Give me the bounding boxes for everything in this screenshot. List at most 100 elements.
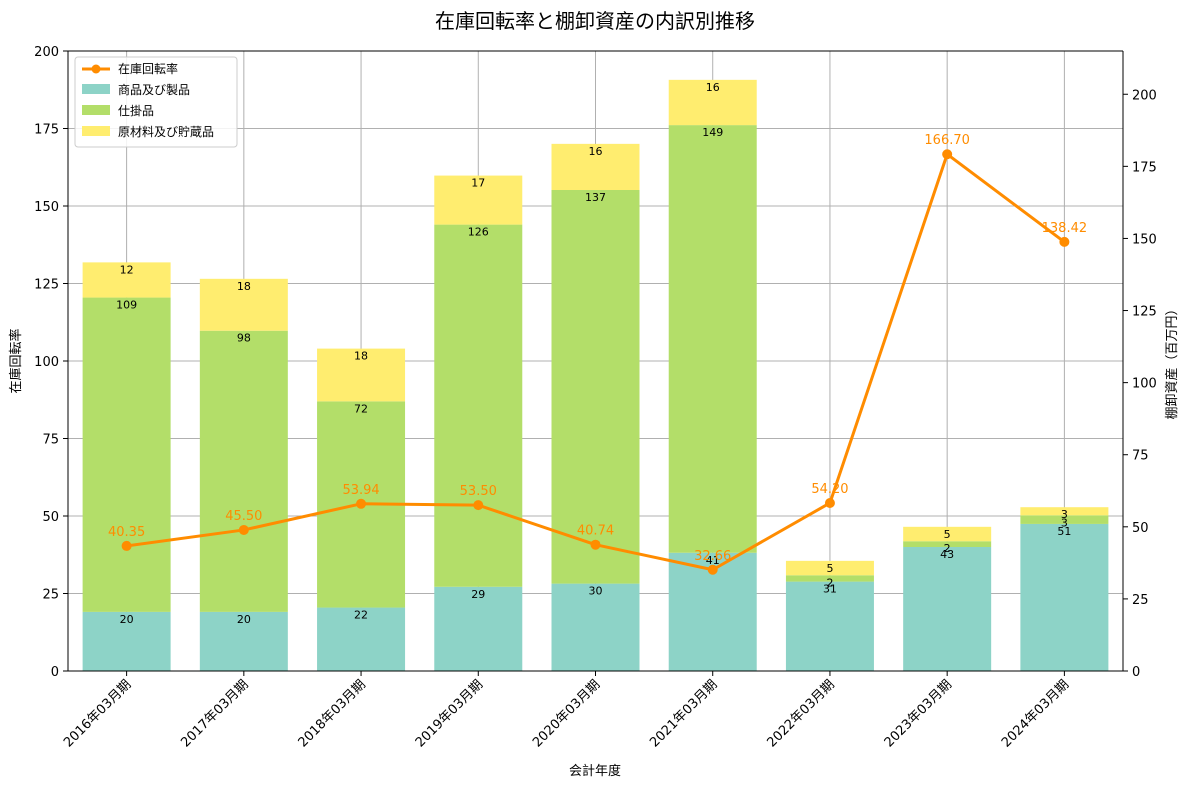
x-tick-label: 2023年03月期 (882, 677, 955, 750)
bar-value-label: 16 (706, 81, 720, 94)
bar-value-label: 149 (702, 126, 723, 139)
turnover-value-label: 32.66 (694, 549, 731, 564)
bar-segment (785, 575, 874, 582)
legend-swatch-wip (82, 105, 110, 115)
bar-segment (668, 79, 757, 126)
y-axis-left-title: 在庫回転率 (8, 328, 24, 393)
chart-title: 在庫回転率と棚卸資産の内訳別推移 (435, 9, 755, 33)
y-right-tick-label: 150 (1132, 232, 1157, 247)
x-tick-label: 2017年03月期 (178, 677, 251, 750)
y-right-tick-label: 100 (1132, 377, 1157, 392)
bar-segment (82, 297, 171, 612)
bar-value-label: 72 (354, 402, 368, 415)
turnover-value-label: 53.94 (342, 483, 379, 498)
bar-value-label: 3 (1061, 516, 1068, 529)
legend-line-marker (91, 64, 101, 74)
y-left-tick-label: 100 (34, 355, 59, 370)
bar-value-label: 29 (471, 588, 485, 601)
y-left-tick-label: 200 (34, 45, 59, 60)
turnover-point (1059, 236, 1070, 247)
turnover-point (707, 564, 718, 575)
bar-value-label: 18 (237, 280, 251, 293)
bar-segment (199, 278, 288, 331)
turnover-point (356, 498, 367, 509)
bar-value-label: 18 (354, 350, 368, 363)
bar-segment (82, 262, 171, 298)
bar-value-label: 43 (940, 548, 954, 561)
bar-segment (317, 348, 406, 402)
bar-value-label: 30 (589, 585, 603, 598)
turnover-value-label: 53.50 (460, 484, 497, 499)
x-tick-label: 2024年03月期 (999, 677, 1072, 750)
y-left-tick-label: 25 (42, 588, 59, 603)
legend-label-line: 在庫回転率 (118, 61, 178, 76)
legend-swatch-products (82, 84, 110, 94)
bar-segment (551, 189, 640, 584)
y-right-tick-label: 75 (1132, 449, 1149, 464)
bar-value-label: 98 (237, 332, 251, 345)
x-tick-label: 2020年03月期 (530, 677, 603, 750)
x-axis-title: 会計年度 (569, 763, 621, 779)
x-tick-label: 2016年03月期 (61, 677, 134, 750)
x-tick-label: 2019年03月期 (413, 677, 486, 750)
x-tick-label: 2021年03月期 (647, 677, 720, 750)
bar-value-label: 17 (471, 177, 485, 190)
legend-label-materials: 原材料及び貯蔵品 (118, 125, 214, 139)
y-left-tick-label: 125 (34, 278, 59, 293)
turnover-value-label: 54.20 (811, 482, 848, 497)
bar-value-label: 2 (944, 542, 951, 555)
bar-segment (82, 611, 171, 671)
bar-value-label: 2 (826, 576, 833, 589)
turnover-point (121, 540, 132, 551)
bar-segment (785, 581, 874, 671)
bar-series-group (82, 79, 1109, 671)
bar-segment (785, 560, 874, 576)
bar-segment (434, 586, 523, 671)
bar-segment (903, 541, 992, 547)
bar-value-label: 109 (116, 299, 137, 312)
bar-segment (434, 175, 523, 225)
y-left-tick-label: 75 (42, 433, 59, 448)
turnover-value-label: 40.74 (577, 524, 614, 539)
turnover-point (473, 500, 484, 511)
y-left-tick-label: 0 (51, 665, 59, 680)
bar-segment (668, 125, 757, 553)
y-right-tick-label: 50 (1132, 521, 1149, 536)
x-tick-label: 2022年03月期 (764, 677, 837, 750)
y-axis-right-title: 棚卸資産（百万円） (1164, 302, 1180, 419)
bar-value-label: 41 (706, 554, 720, 567)
turnover-point (824, 497, 835, 508)
bar-segment (903, 526, 992, 542)
legend-label-wip: 仕掛品 (118, 103, 154, 118)
turnover-value-label: 166.70 (924, 133, 970, 148)
turnover-value-label: 40.35 (108, 525, 145, 540)
bar-segment (317, 607, 406, 671)
legend-box (74, 56, 238, 148)
y-right-tick-label: 175 (1132, 160, 1157, 175)
turnover-point (942, 149, 953, 160)
bar-value-label: 22 (354, 609, 368, 622)
y-right-tick-label: 25 (1132, 593, 1149, 608)
bar-value-label: 137 (585, 191, 606, 204)
x-tick-label: 2018年03月期 (296, 677, 369, 750)
bar-value-label: 12 (120, 263, 134, 276)
y-left-tick-label: 50 (42, 510, 59, 525)
bar-value-label: 31 (823, 583, 837, 596)
legend: 在庫回転率 商品及び製品 仕掛品 原材料及び貯蔵品 (74, 56, 238, 148)
turnover-point (238, 524, 249, 535)
bar-value-label: 5 (826, 562, 833, 575)
bar-value-label: 16 (589, 145, 603, 158)
y-right-tick-label: 0 (1132, 665, 1140, 680)
y-left-tick-label: 175 (34, 123, 59, 138)
bar-segment (551, 583, 640, 671)
bar-segment (434, 224, 523, 587)
bar-value-label: 126 (468, 226, 489, 239)
bar-value-label: 3 (1061, 508, 1068, 521)
bar-segment (199, 330, 288, 612)
bar-value-label: 20 (237, 613, 251, 626)
bar-segment (1020, 523, 1109, 671)
bar-segment (1020, 507, 1109, 516)
